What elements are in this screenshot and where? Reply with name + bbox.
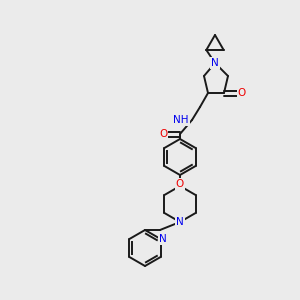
- Text: O: O: [176, 179, 184, 189]
- Text: NH: NH: [173, 115, 189, 125]
- Text: O: O: [238, 88, 246, 98]
- Text: N: N: [211, 58, 219, 68]
- Text: N: N: [176, 217, 184, 227]
- Text: N: N: [159, 234, 167, 244]
- Text: O: O: [159, 129, 167, 139]
